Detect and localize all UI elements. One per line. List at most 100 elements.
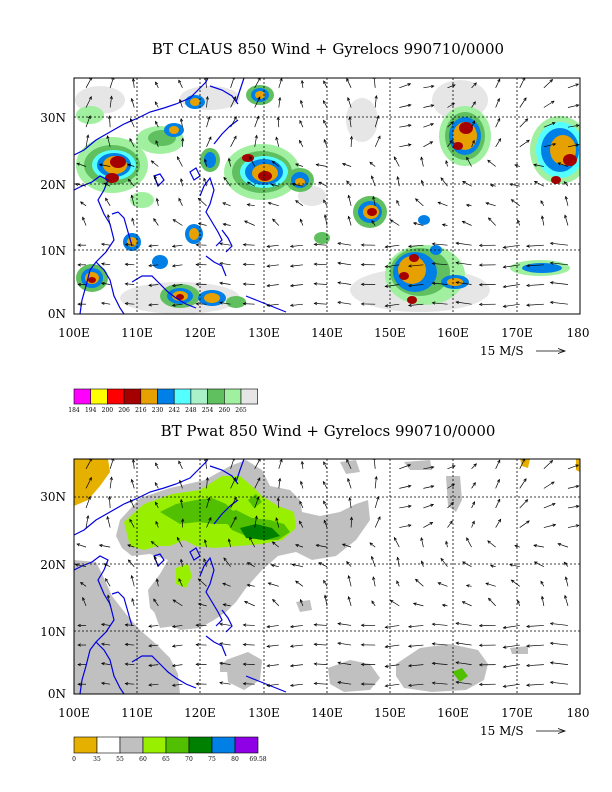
panel2-wind-arrow [384,644,400,649]
panel1-wind-arrow [407,244,424,248]
panel2-wind-arrow [360,623,376,627]
panel2-legend-swatch [119,736,144,754]
panel2-wind-arrow [223,557,231,567]
panel2-wind-arrow [79,581,87,587]
panel1-wind-arrow [155,140,159,147]
panel2-wind-arrow [337,622,352,626]
panel2-wind-arrow [471,463,477,470]
panel1-wind-arrow [447,121,454,128]
panel1-wind-arrow [124,243,135,247]
panel2-wind-arrow [272,598,280,607]
panel2-wind-arrow [414,578,424,587]
panel2-wind-arrow [563,561,569,567]
panel1-wind-arrow [407,303,424,307]
panel1-wind-arrow [420,156,424,167]
panel1-wind-arrow [519,139,530,148]
panel1-wind-arrow [223,176,231,187]
panel2-wind-arrow [440,557,448,567]
panel2-wind-arrow [109,459,115,469]
panel2-map [73,458,581,695]
panel2-wind-arrow [106,594,111,606]
panel2-wind-arrow [299,500,304,509]
panel2-wind-arrow [487,540,496,548]
panel2-wind-arrow [384,683,400,688]
panel1-x-axis: 100E 110E 120E 130E 140E 150E 160E 170E … [58,326,589,340]
panel1-wind-arrow [289,244,303,248]
panel2-wind-arrow [346,560,352,567]
panel2-wind-arrow [270,563,279,568]
panel2-wind-arrow [346,459,352,469]
panel1-legend-swatch [240,388,259,405]
panel1-wind-arrow [322,100,328,108]
panel1-wind-arrow [567,143,580,148]
panel1-wind-arrow [206,115,211,128]
panel1-wind-arrow [79,201,87,207]
panel1-wind-arrow [171,244,183,248]
panel1-wind-arrow [100,282,111,286]
panel1-wind-arrow [150,160,159,167]
panel1-wind-arrow [399,103,412,108]
panel1-wind-arrow [399,143,412,148]
panel2-wind-arrow [254,496,260,509]
panel1-wind-arrow [543,100,555,108]
panel1-wind-arrow [129,118,135,128]
panel1-legend-label: 242 [168,407,180,414]
panel1-wind-arrow [543,79,554,89]
panel2-wind-arrow [360,682,376,686]
panel1-wind-arrow [206,136,212,147]
panel1-xtick-160E: 160E [437,326,469,340]
panel1-wind-arrow [323,214,328,226]
panel2-wind-arrow [100,623,111,627]
panel1-wind-arrow [109,78,115,88]
panel1-wind-arrow [519,97,527,108]
panel2-wind-arrow [242,623,255,627]
panel2-wind-arrow [100,662,111,666]
panel2-wind-arrow [526,644,544,648]
panel1-wind-arrow [230,135,237,147]
panel2-wind-arrow [171,683,183,687]
panel1-legend-swatch [190,388,208,405]
panel1-wind-arrow [526,244,544,248]
panel2-wind-arrow [85,514,90,528]
panel2-wind-arrow [420,560,424,567]
panel1-wind-arrow [374,115,380,128]
panel2-wind-arrow [203,539,208,548]
panel1-wind-arrow [337,281,352,285]
panel1-wind-arrow [266,284,279,288]
panel2-wind-arrow [197,602,207,607]
panel1-wind-arrow [267,201,279,207]
panel1-wind-arrow [533,181,545,187]
panel1-wind-arrow [129,137,135,147]
panel1-wind-arrow [313,282,328,286]
panel1-wind-arrow [346,78,352,88]
panel2-wind-arrow [399,504,412,509]
panel1-wind-arrow [154,101,159,108]
panel2-wind-arrow [154,482,159,489]
panel1-wind-arrow [155,81,159,88]
panel1-wind-arrow [495,137,502,148]
panel1-wind-arrow [100,242,111,246]
panel1-wind-arrow [384,303,400,308]
panel2-wind-arrow [478,643,496,647]
panel1-wind-arrow [197,222,207,226]
panel1-wind-arrow [148,244,159,248]
panel1-legend-swatch [107,388,125,405]
panel2-wind-arrow [242,662,255,666]
panel1-wind-arrow [295,200,304,207]
panel2-wind-arrow [278,459,283,469]
panel2-wind-arrow [369,542,376,548]
panel1-wind-arrow [466,156,472,167]
panel1-wind-arrow [219,242,231,246]
panel2-wind-arrow [219,661,231,665]
panel1-wind-arrow [85,115,91,128]
panel1-wind-arrow [131,78,136,88]
panel2-wind-arrow [222,582,231,587]
panel2-legend-swatch [211,736,236,754]
panel1-wind-arrow [471,139,475,147]
panel1-wind-arrow [318,181,328,187]
panel1-wind-arrow [414,198,424,207]
panel2-xtick-100E: 100E [58,706,90,720]
panel1-wind-arrow [195,282,207,286]
panel1-wind-arrow [227,157,231,167]
panel2-y-axis: 0N 10N 20N 30N [40,490,66,701]
